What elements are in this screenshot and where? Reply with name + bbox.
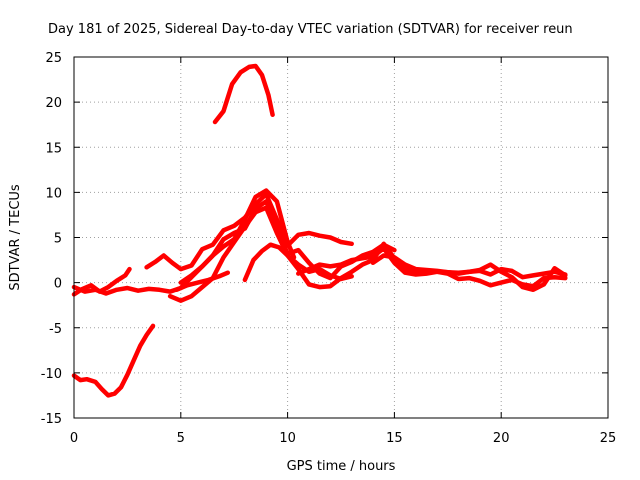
grid-layer — [74, 57, 608, 418]
x-tick-label: 5 — [177, 431, 185, 446]
y-tick-label: 20 — [45, 96, 62, 111]
series-line-arc-9 — [242, 241, 568, 290]
chart-title: Day 181 of 2025, Sidereal Day-to-day VTE… — [48, 22, 573, 37]
series-line-arc-5 — [144, 191, 354, 272]
x-tick-label: 10 — [279, 431, 296, 446]
series-line-arc-6 — [167, 205, 354, 303]
y-tick-label: 0 — [54, 277, 62, 292]
y-tick-label: -10 — [41, 367, 62, 382]
x-axis-label: GPS time / hours — [287, 459, 396, 474]
tick-layer: 0 5 10 15 20 25 -15 -10 -5 0 5 10 15 20 25 — [41, 51, 617, 446]
series-line-arc-3 — [71, 188, 297, 296]
y-axis-label: SDTVAR / TECUs — [8, 184, 23, 291]
y-tick-label: 15 — [45, 141, 62, 156]
x-tick-label: 20 — [493, 431, 510, 446]
y-tick-label: 5 — [54, 232, 62, 247]
y-tick-label: -5 — [49, 322, 62, 337]
x-tick-label: 0 — [70, 431, 78, 446]
series-line-arc-8 — [174, 270, 231, 293]
series-line-arc-11 — [370, 253, 568, 293]
x-tick-label: 25 — [600, 431, 617, 446]
series-line-arc-1 — [71, 323, 156, 398]
x-tick-label: 15 — [386, 431, 403, 446]
series-line-arc-4 — [71, 266, 132, 297]
y-tick-label: 10 — [45, 186, 62, 201]
y-tick-label: 25 — [45, 51, 62, 66]
series-layer — [71, 63, 568, 398]
y-tick-label: -15 — [41, 412, 62, 427]
series-line-arc-2 — [212, 63, 275, 125]
